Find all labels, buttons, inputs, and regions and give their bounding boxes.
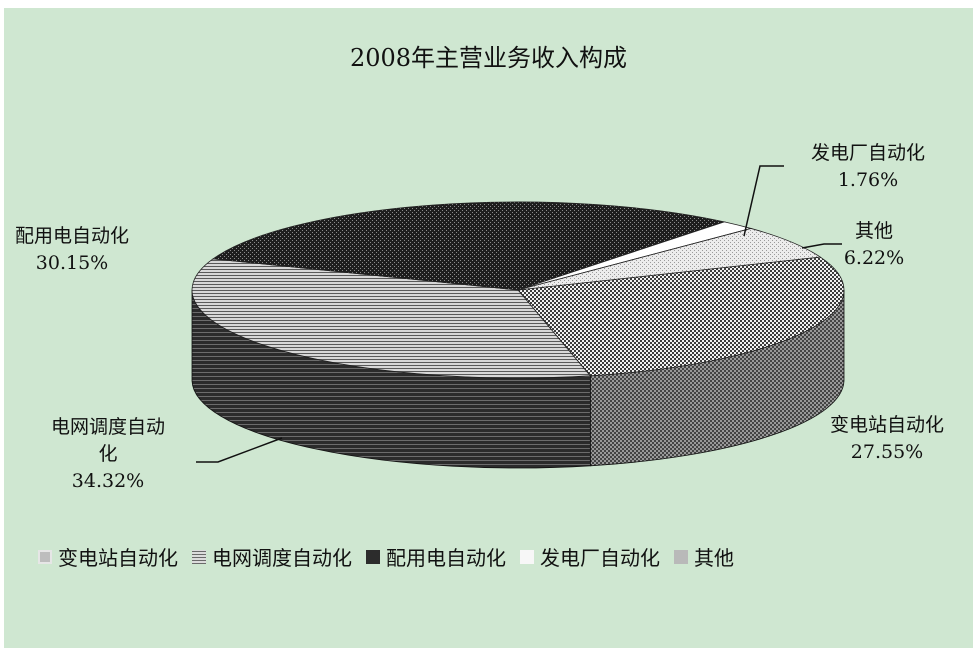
legend-swatch: [38, 549, 52, 564]
legend-swatch: [366, 549, 380, 564]
legend: 变电站自动化 电网调度自动化 配用电自动化 发电厂自动化 其他: [38, 542, 748, 571]
data-label-dianwang: 电网调度自动 化 34.32%: [50, 416, 165, 492]
leader-lines: [196, 165, 842, 463]
data-label-peiyongdian: 配用电自动化 30.15%: [14, 225, 129, 274]
pie-slice-qita: [517, 228, 822, 291]
pie-chart: [191, 165, 845, 469]
legend-item-fadianchang: 发电厂自动化: [520, 542, 660, 571]
legend-swatch: [520, 549, 534, 564]
leader-line-fadianchang: [743, 165, 784, 237]
legend-item-peiyongdian: 配用电自动化: [366, 542, 506, 571]
legend-item-biandianzhan: 变电站自动化: [38, 542, 178, 571]
data-label-biandianzhan: 变电站自动化 27.55%: [829, 414, 944, 463]
data-label-fadianchang: 发电厂自动化 1.76%: [810, 142, 925, 191]
chart-area: 2008年主营业务收入构成: [4, 8, 973, 648]
data-label-qita: 其他 6.22%: [843, 220, 905, 269]
leader-line-diantiao: [196, 437, 283, 463]
legend-swatch: [192, 549, 206, 564]
chart-title: 2008年主营业务收入构成: [349, 44, 628, 72]
legend-item-qita: 其他: [674, 542, 734, 571]
leader-line-qita: [801, 243, 842, 249]
legend-item-dianwang: 电网调度自动化: [192, 542, 352, 571]
pie-slice-biandianzhan: [517, 256, 845, 377]
pie-slice-peiyongdian: [212, 201, 726, 291]
legend-swatch: [674, 549, 688, 564]
pie-slice-dianwang: [191, 258, 592, 379]
